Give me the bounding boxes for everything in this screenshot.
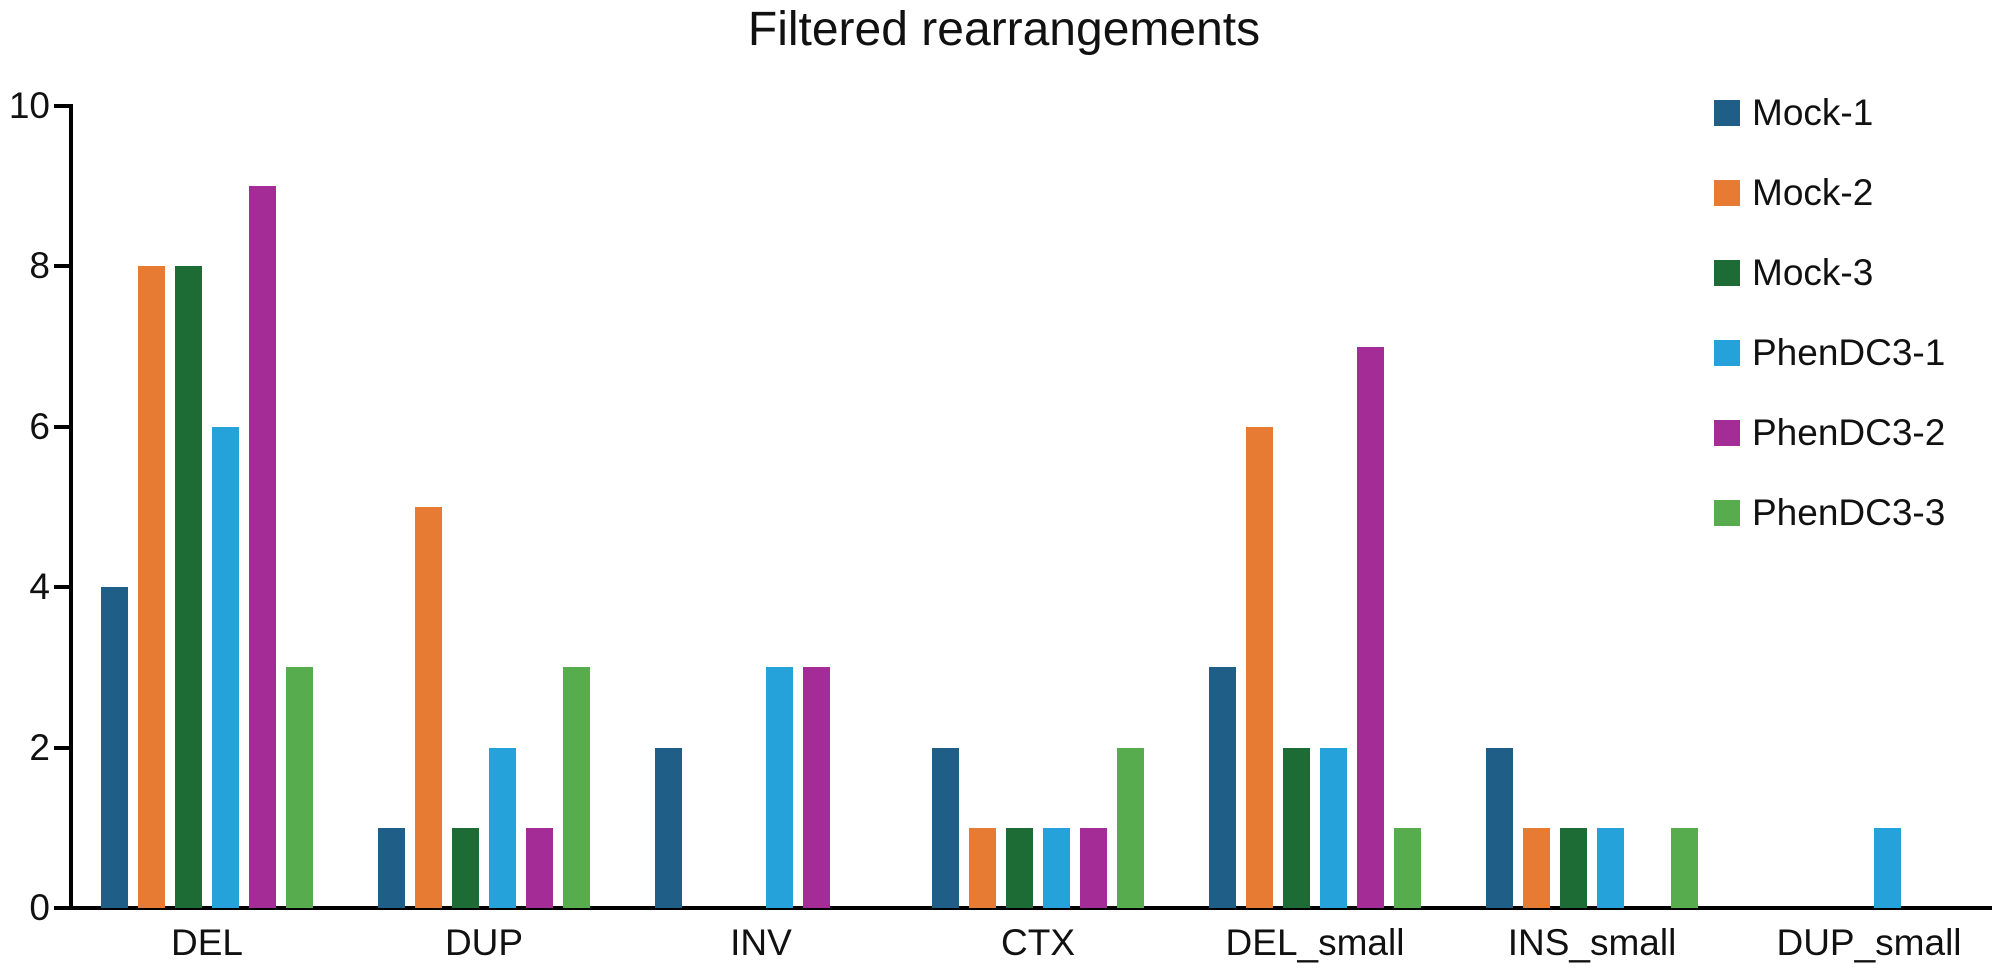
y-tick-mark bbox=[54, 585, 71, 590]
bar-PhenDC3-2-DUP bbox=[526, 827, 553, 908]
y-tick-mark bbox=[54, 264, 71, 269]
x-tick-label: DUP bbox=[444, 922, 524, 963]
bar-PhenDC3-1-INS_small bbox=[1597, 827, 1624, 908]
x-tick-label: CTX bbox=[1001, 922, 1075, 963]
bar-PhenDC3-3-INS_small bbox=[1671, 827, 1698, 908]
legend-label: Mock-1 bbox=[1752, 92, 1874, 133]
legend-label: Mock-3 bbox=[1752, 252, 1874, 293]
bar-PhenDC3-1-DUP bbox=[489, 747, 516, 908]
legend-label: Mock-2 bbox=[1752, 172, 1874, 213]
bar-Mock-2-DEL bbox=[138, 266, 165, 908]
legend-item: Mock-1 bbox=[1714, 92, 1874, 133]
chart-title: Filtered rearrangements bbox=[747, 3, 1261, 56]
y-tick-label: 6 bbox=[29, 405, 50, 447]
bar-PhenDC3-3-DEL bbox=[286, 667, 313, 908]
legend-label: PhenDC3-1 bbox=[1752, 332, 1946, 373]
y-tick-mark bbox=[54, 906, 71, 910]
bar-PhenDC3-2-DEL bbox=[249, 186, 276, 908]
y-tick-mark bbox=[54, 104, 71, 108]
legend-swatch-icon bbox=[1714, 260, 1740, 286]
x-tick-label: INV bbox=[730, 922, 792, 963]
bar-PhenDC3-2-DEL_small bbox=[1357, 346, 1384, 908]
bar-Mock-3-DEL_small bbox=[1283, 747, 1310, 908]
bar-Mock-1-CTX bbox=[932, 747, 959, 908]
legend-swatch-icon bbox=[1714, 180, 1740, 206]
legend-item: Mock-3 bbox=[1714, 252, 1874, 293]
y-tick-label: 4 bbox=[29, 566, 50, 608]
bar-PhenDC3-2-CTX bbox=[1080, 827, 1107, 908]
bar-PhenDC3-3-CTX bbox=[1117, 747, 1144, 908]
bar-Mock-1-INS_small bbox=[1486, 747, 1513, 908]
legend-label: PhenDC3-3 bbox=[1752, 492, 1946, 533]
legend-item: PhenDC3-3 bbox=[1714, 492, 1946, 533]
y-tick-label: 0 bbox=[29, 887, 50, 928]
bar-Mock-2-DEL_small bbox=[1246, 426, 1273, 908]
legend-label: PhenDC3-2 bbox=[1752, 412, 1946, 453]
bar-PhenDC3-1-DEL_small bbox=[1320, 747, 1347, 908]
x-tick-label: DEL bbox=[171, 922, 243, 963]
bar-Mock-1-DEL bbox=[101, 587, 128, 908]
bar-PhenDC3-1-DEL bbox=[212, 426, 239, 908]
y-tick-mark bbox=[54, 745, 71, 750]
y-tick-label: 10 bbox=[8, 85, 50, 126]
legend-swatch-icon bbox=[1714, 100, 1740, 126]
y-axis-line bbox=[69, 104, 73, 910]
y-tick-label: 2 bbox=[29, 726, 50, 768]
bar-Mock-1-DUP bbox=[378, 827, 405, 908]
legend-swatch-icon bbox=[1714, 340, 1740, 366]
y-tick-label: 8 bbox=[29, 245, 50, 287]
bar-Mock-3-DEL bbox=[175, 266, 202, 908]
bar-PhenDC3-2-INV bbox=[803, 667, 830, 908]
bar-Mock-1-INV bbox=[655, 747, 682, 908]
bar-Mock-2-INS_small bbox=[1523, 827, 1550, 908]
legend-swatch-icon bbox=[1714, 420, 1740, 446]
bar-Mock-1-DEL_small bbox=[1209, 667, 1236, 908]
bar-Mock-2-CTX bbox=[969, 827, 996, 908]
legend-item: Mock-2 bbox=[1714, 172, 1874, 213]
bar-Mock-3-INS_small bbox=[1560, 827, 1587, 908]
bar-PhenDC3-3-DEL_small bbox=[1394, 827, 1421, 908]
bar-PhenDC3-1-CTX bbox=[1043, 827, 1070, 908]
x-tick-label: INS_small bbox=[1507, 922, 1677, 963]
bar-Mock-3-CTX bbox=[1006, 827, 1033, 908]
legend-item: PhenDC3-2 bbox=[1714, 412, 1946, 453]
legend-item: PhenDC3-1 bbox=[1714, 332, 1946, 373]
bar-Mock-2-DUP bbox=[415, 507, 442, 908]
legend-swatch-icon bbox=[1714, 500, 1740, 526]
bar-PhenDC3-1-DUP_small bbox=[1874, 827, 1901, 908]
x-axis-line bbox=[56, 906, 1992, 910]
bar-PhenDC3-3-DUP bbox=[563, 667, 590, 908]
bar-PhenDC3-1-INV bbox=[766, 667, 793, 908]
x-tick-label: DEL_small bbox=[1225, 922, 1405, 963]
y-tick-mark bbox=[54, 424, 71, 429]
x-tick-label: DUP_small bbox=[1776, 922, 1962, 963]
bar-Mock-3-DUP bbox=[452, 827, 479, 908]
